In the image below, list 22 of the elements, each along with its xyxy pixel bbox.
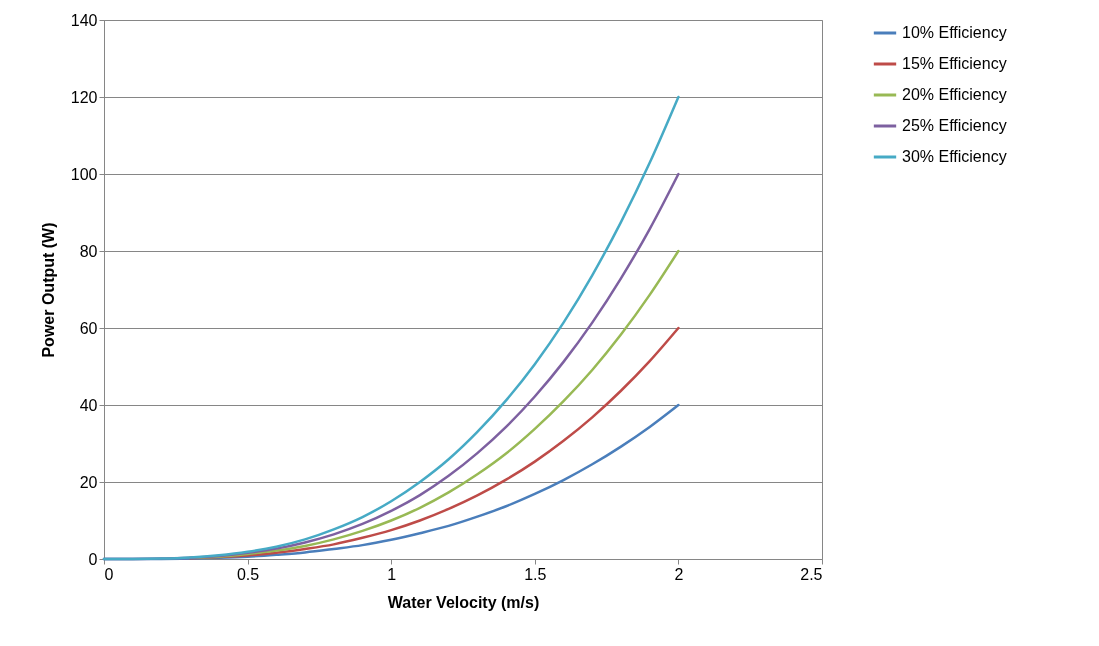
y-tick-label: 100 (70, 165, 98, 183)
y-tick-label: 80 (79, 242, 98, 260)
line-series (102, 95, 680, 561)
x-axis-title: Water Velocity (m/s) (387, 593, 540, 611)
y-tick-label: 20 (79, 473, 98, 491)
x-tick-label: 0.5 (236, 565, 260, 583)
y-tick-label: 60 (79, 319, 98, 337)
legend-label: 10% Efficiency (902, 24, 1007, 41)
y-tick-label: 140 (70, 11, 98, 29)
x-tick-label: 0 (104, 565, 114, 583)
y-tick-label: 120 (70, 88, 98, 106)
x-tick-label: 1.5 (524, 565, 547, 583)
x-tick-label: 1 (387, 565, 397, 583)
legend-label: 15% Efficiency (902, 55, 1007, 72)
legend-label: 20% Efficiency (902, 86, 1007, 103)
y-tick-label: 0 (88, 550, 98, 568)
legend-label: 25% Efficiency (902, 117, 1007, 134)
y-tick-label: 40 (79, 396, 98, 414)
x-tick-label: 2.5 (800, 565, 823, 583)
legend-label: 30% Efficiency (902, 148, 1007, 165)
x-tick-label: 2 (674, 565, 684, 583)
y-axis-title: Power Output (W) (39, 222, 57, 358)
